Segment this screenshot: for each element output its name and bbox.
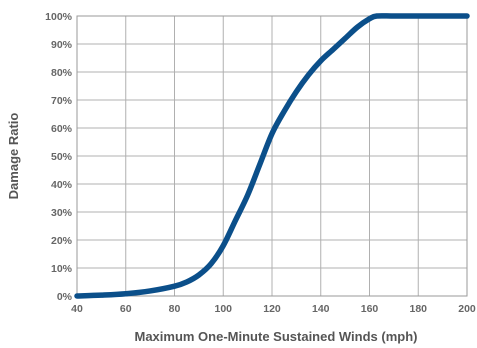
x-tick-label: 80 [169, 303, 181, 315]
plot-area-frame [76, 15, 468, 297]
x-axis-ticks: 40 60 80 100 120 140 160 180 200 [71, 303, 476, 315]
y-tick-label: 70% [51, 95, 73, 107]
y-tick-label: 10% [51, 263, 73, 275]
x-tick-label: 100 [214, 303, 232, 315]
y-tick-label: 90% [51, 39, 73, 51]
y-tick-label: 40% [51, 179, 73, 191]
y-axis-ticks: 0% 10% 20% 30% 40% 50% 60% 70% 80% 90% 100% [45, 11, 73, 303]
x-tick-label: 160 [361, 303, 379, 315]
y-tick-label: 60% [51, 123, 73, 135]
x-tick-label: 60 [120, 303, 132, 315]
y-tick-label: 20% [51, 235, 73, 247]
x-tick-label: 140 [312, 303, 330, 315]
grid [76, 15, 468, 297]
y-tick-label: 30% [51, 207, 73, 219]
x-tick-label: 120 [263, 303, 281, 315]
series-layer [74, 13, 470, 299]
x-tick-label: 200 [458, 303, 476, 315]
x-axis-title: Maximum One-Minute Sustained Winds (mph) [134, 329, 417, 344]
y-tick-label: 100% [45, 11, 73, 23]
y-tick-label: 80% [51, 67, 73, 79]
x-tick-label: 40 [71, 303, 83, 315]
x-tick-label: 180 [409, 303, 427, 315]
y-axis-title: Damage Ratio [6, 113, 21, 200]
damage-ratio-curve [74, 13, 470, 299]
y-tick-label: 50% [51, 151, 73, 163]
y-tick-label: 0% [57, 291, 73, 303]
